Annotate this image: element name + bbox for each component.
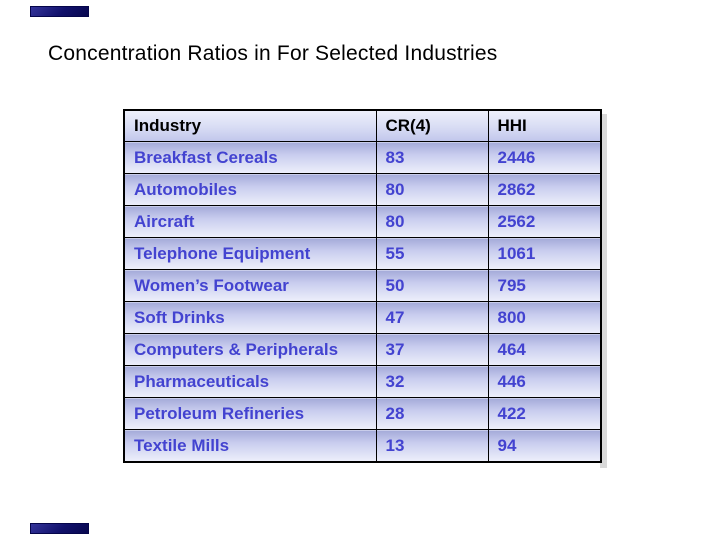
table-row: Women’s Footwear 50 795	[123, 269, 602, 302]
table-drop-shadow	[600, 114, 607, 468]
hhi-cell: 800	[487, 301, 602, 334]
cr4-cell: 50	[375, 269, 489, 302]
data-table-wrap: Industry CR(4) HHI Breakfast Cereals 83 24…	[123, 109, 607, 468]
cr4-cell: 55	[375, 237, 489, 270]
col-header-hhi: HHI	[487, 109, 602, 142]
hhi-cell: 2862	[487, 173, 602, 206]
cr4-cell: 80	[375, 173, 489, 206]
industry-cell: Soft Drinks	[123, 301, 377, 334]
industry-cell: Petroleum Refineries	[123, 397, 377, 430]
table-row: Petroleum Refineries 28 422	[123, 397, 602, 430]
page-title: Concentration Ratios in For Selected Ind…	[48, 42, 498, 65]
col-header-industry: Industry	[123, 109, 377, 142]
hhi-cell: 2446	[487, 141, 602, 174]
industry-cell: Women’s Footwear	[123, 269, 377, 302]
industry-cell: Computers & Peripherals	[123, 333, 377, 366]
top-left-decoration-bar	[30, 6, 89, 17]
table-row: Pharmaceuticals 32 446	[123, 365, 602, 398]
table-row: Textile Mills 13 94	[123, 429, 602, 463]
table-row: Breakfast Cereals 83 2446	[123, 141, 602, 174]
industry-cell: Pharmaceuticals	[123, 365, 377, 398]
hhi-cell: 1061	[487, 237, 602, 270]
hhi-cell: 422	[487, 397, 602, 430]
table-row: Computers & Peripherals 37 464	[123, 333, 602, 366]
cr4-cell: 37	[375, 333, 489, 366]
hhi-cell: 94	[487, 429, 602, 463]
hhi-cell: 795	[487, 269, 602, 302]
table-body: Breakfast Cereals 83 2446 Automobiles 80 2862…	[123, 141, 602, 463]
industry-cell: Automobiles	[123, 173, 377, 206]
cr4-cell: 80	[375, 205, 489, 238]
industry-cell: Aircraft	[123, 205, 377, 238]
industry-cell: Breakfast Cereals	[123, 141, 377, 174]
cr4-cell: 13	[375, 429, 489, 463]
table-row: Automobiles 80 2862	[123, 173, 602, 206]
industry-cell: Telephone Equipment	[123, 237, 377, 270]
industry-cell: Textile Mills	[123, 429, 377, 463]
cr4-cell: 28	[375, 397, 489, 430]
hhi-cell: 446	[487, 365, 602, 398]
hhi-cell: 464	[487, 333, 602, 366]
cr4-cell: 83	[375, 141, 489, 174]
table-header-row: Industry CR(4) HHI	[123, 109, 602, 142]
bottom-left-decoration-bar	[30, 523, 89, 534]
hhi-cell: 2562	[487, 205, 602, 238]
cr4-cell: 47	[375, 301, 489, 334]
table-row: Soft Drinks 47 800	[123, 301, 602, 334]
cr4-cell: 32	[375, 365, 489, 398]
table-row: Aircraft 80 2562	[123, 205, 602, 238]
table-row: Telephone Equipment 55 1061	[123, 237, 602, 270]
concentration-ratios-table: Industry CR(4) HHI Breakfast Cereals 83 24…	[123, 109, 602, 463]
col-header-cr4: CR(4)	[375, 109, 489, 142]
